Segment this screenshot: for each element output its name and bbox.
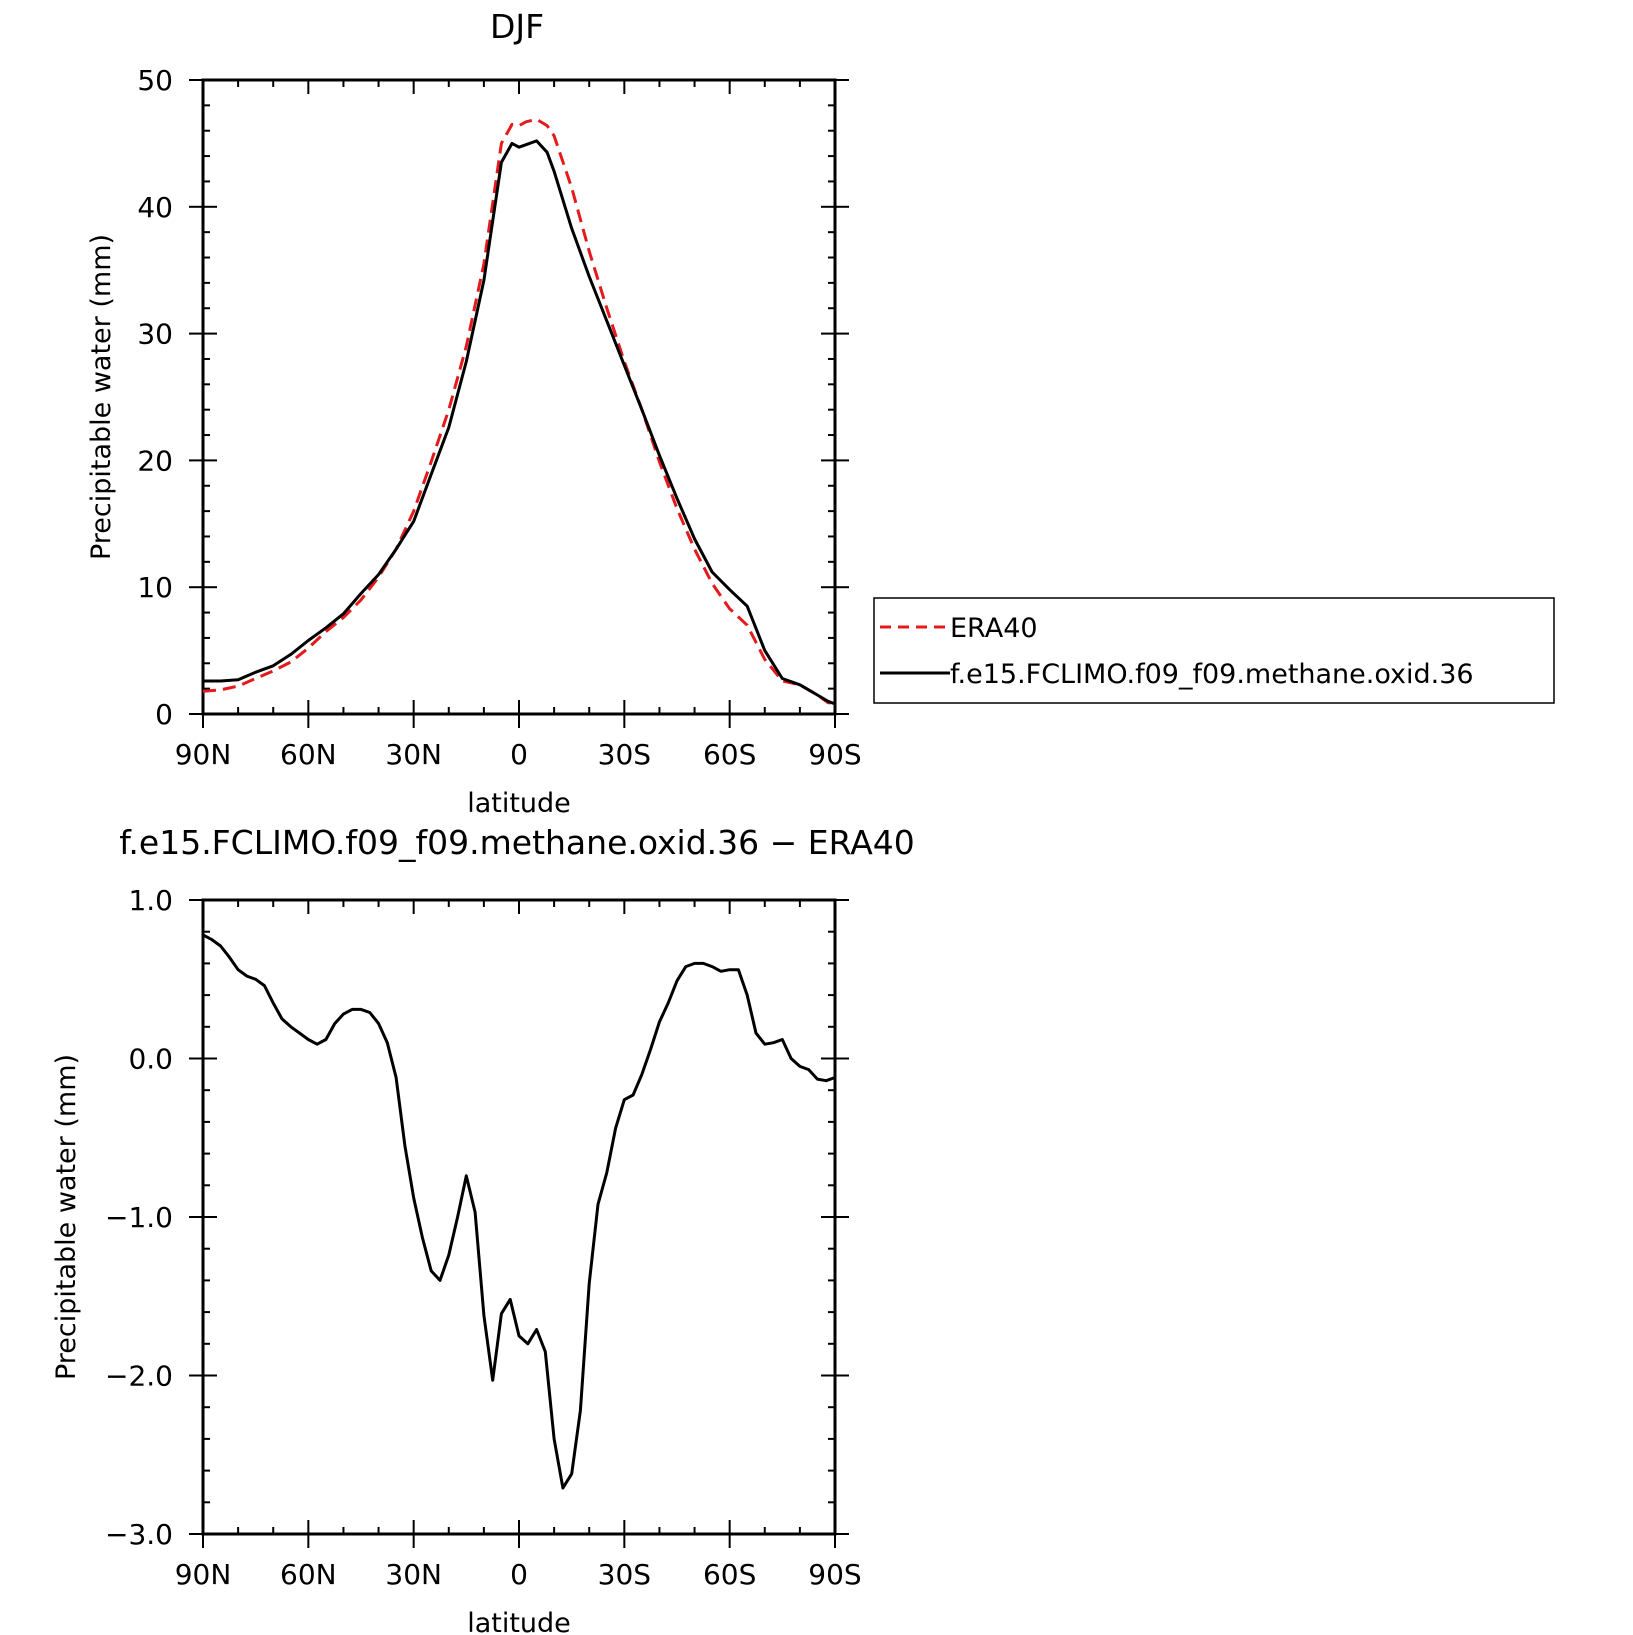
series-line-era40 xyxy=(202,117,836,706)
x-tick-label: 90S xyxy=(808,1558,861,1591)
legend: ERA40 f.e15.FCLIMO.f09_f09.methane.oxid.… xyxy=(873,597,1555,704)
top-tick-marks xyxy=(189,79,849,728)
y-tick-label: 20 xyxy=(137,444,173,477)
x-tick-label: 30S xyxy=(598,738,651,771)
top-y-axis-label: Precipitable water (mm) xyxy=(86,234,117,560)
bottom-y-axis-label: Precipitable water (mm) xyxy=(51,1054,82,1380)
series-line-model xyxy=(203,139,836,706)
bottom-x-axis-label: latitude xyxy=(467,1608,571,1635)
y-tick-label: 0 xyxy=(155,698,173,731)
legend-label-era40: ERA40 xyxy=(950,613,1038,644)
x-tick-label: 90S xyxy=(808,738,861,771)
y-tick-label: 0.0 xyxy=(128,1043,173,1076)
legend-label-model: f.e15.FCLIMO.f09_f09.methane.oxid.36 xyxy=(950,659,1474,690)
top-chart-title: DJF xyxy=(490,7,544,46)
top-tick-labels: 90N 60N 30N 0 30S 60S 90S 0 10 20 30 40 50 xyxy=(137,64,861,771)
bottom-chart-title: f.e15.FCLIMO.f09_f09.methane.oxid.36 − E… xyxy=(119,823,915,862)
bottom-chart: f.e15.FCLIMO.f09_f09.methane.oxid.36 − E… xyxy=(51,823,915,1635)
x-tick-label: 60S xyxy=(703,738,756,771)
x-tick-label: 0 xyxy=(510,738,528,771)
y-tick-label: −2.0 xyxy=(105,1360,173,1393)
x-tick-label: 90N xyxy=(175,738,232,771)
x-tick-label: 30N xyxy=(385,738,442,771)
y-tick-label: 40 xyxy=(137,191,173,224)
y-tick-label: −3.0 xyxy=(105,1518,173,1551)
top-x-axis-label: latitude xyxy=(467,788,571,819)
x-tick-label: 0 xyxy=(510,1558,528,1591)
x-tick-label: 60N xyxy=(280,738,337,771)
x-tick-label: 60S xyxy=(703,1558,756,1591)
y-tick-label: 30 xyxy=(137,318,173,351)
legend-box xyxy=(873,597,1555,704)
bottom-plot-frame xyxy=(201,898,837,1536)
x-tick-label: 30N xyxy=(385,1558,442,1591)
x-tick-label: 60N xyxy=(280,1558,337,1591)
x-tick-label: 30S xyxy=(598,1558,651,1591)
y-tick-label: 50 xyxy=(137,64,173,97)
bottom-tick-labels: 90N 60N 30N 0 30S 60S 90S −3.0 −2.0 −1.0 0.0 1.0 xyxy=(105,884,862,1591)
y-tick-label: 10 xyxy=(137,571,173,604)
y-tick-label: −1.0 xyxy=(105,1201,173,1234)
y-tick-label: 1.0 xyxy=(128,884,173,917)
top-chart: DJF 90N 60N 30N 0 30S 60S 90S 0 10 20 30 40 50 latit… xyxy=(86,7,1555,819)
top-series-lines xyxy=(202,117,836,706)
x-tick-label: 90N xyxy=(175,1558,232,1591)
bottom-tick-marks xyxy=(189,899,849,1548)
series-line-model xyxy=(202,933,836,1490)
bottom-series-lines xyxy=(202,933,836,1490)
